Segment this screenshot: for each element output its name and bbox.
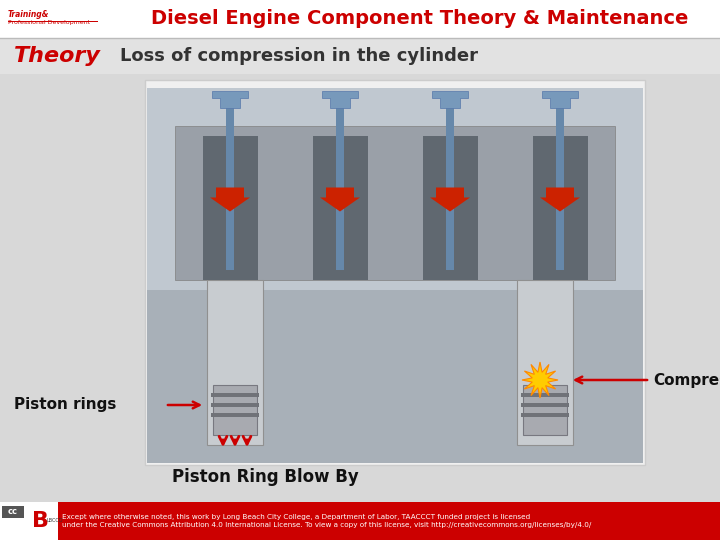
Bar [226, 108, 234, 128]
Polygon shape [322, 91, 358, 108]
Polygon shape [320, 187, 360, 212]
Text: Professional Development: Professional Development [8, 20, 90, 25]
Polygon shape [522, 362, 558, 398]
Text: cc: cc [8, 508, 18, 516]
Bar [521, 403, 569, 407]
Text: Compression: Compression [653, 373, 720, 388]
Bar [0, 502, 720, 540]
Bar [175, 126, 615, 280]
Bar [523, 385, 567, 435]
Bar [145, 80, 645, 465]
Polygon shape [430, 187, 470, 212]
Bar [0, 502, 58, 540]
Bar [533, 136, 588, 280]
Polygon shape [432, 91, 468, 108]
Bar [213, 385, 257, 435]
Bar [556, 121, 564, 270]
Bar [226, 121, 234, 270]
Polygon shape [210, 187, 250, 212]
Bar [423, 136, 477, 280]
Bar [0, 38, 720, 74]
Bar [336, 121, 344, 270]
Bar [0, 0, 720, 38]
Text: Training&: Training& [8, 10, 50, 19]
Bar [556, 108, 564, 128]
Text: Theory: Theory [14, 46, 101, 66]
Text: Piston rings: Piston rings [14, 397, 117, 413]
Bar [211, 393, 259, 397]
Bar [8, 21, 98, 22]
Bar [446, 108, 454, 128]
Bar [521, 393, 569, 397]
Text: B: B [32, 511, 48, 531]
Bar [446, 121, 454, 270]
Text: LBCCD: LBCCD [47, 518, 63, 523]
Bar [211, 403, 259, 407]
Text: Diesel Engine Component Theory & Maintenance: Diesel Engine Component Theory & Mainten… [151, 10, 689, 29]
Polygon shape [542, 91, 578, 108]
Bar [336, 108, 344, 128]
Text: Except where otherwise noted, this work by Long Beach City College, a Department: Except where otherwise noted, this work … [62, 515, 591, 528]
Polygon shape [212, 91, 248, 108]
Bar [147, 290, 643, 463]
Bar [2, 506, 24, 518]
Polygon shape [540, 187, 580, 212]
Text: Piston Ring Blow By: Piston Ring Blow By [171, 468, 359, 486]
Bar [202, 136, 258, 280]
Bar [312, 136, 367, 280]
Bar [211, 413, 259, 417]
Text: Loss of compression in the cylinder: Loss of compression in the cylinder [120, 47, 478, 65]
Bar [517, 280, 573, 445]
Bar [207, 280, 263, 445]
Bar [147, 87, 643, 292]
Bar [521, 413, 569, 417]
